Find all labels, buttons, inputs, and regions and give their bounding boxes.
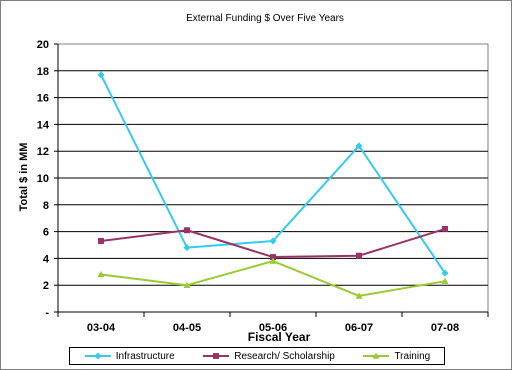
x-tick-label: 03-04	[87, 322, 116, 334]
series-line	[101, 261, 445, 296]
legend-item: Infrastructure	[84, 351, 175, 362]
y-tick-label: 14	[37, 119, 50, 131]
x-tick-label: 04-05	[173, 322, 201, 334]
data-point	[356, 253, 362, 259]
series-0	[98, 71, 449, 276]
legend-item: Research/ Scholarship	[202, 351, 335, 362]
legend-label: Training	[394, 351, 430, 362]
legend-marker	[94, 353, 101, 360]
y-tick-label: 20	[37, 39, 49, 51]
data-point	[184, 244, 191, 251]
legend-label: Infrastructure	[116, 351, 175, 362]
line-chart: External Funding $ Over Five Years - 2 4 6 8…	[1, 1, 511, 346]
x-axis-label: Fiscal Year	[248, 330, 311, 344]
y-tick-label: 4	[43, 253, 50, 265]
y-tick-label: 16	[37, 93, 49, 105]
y-tick-label: 6	[43, 227, 49, 239]
legend: Infrastructure Research/ Scholarship Train…	[69, 347, 445, 365]
y-axis-label: Total $ in MM	[18, 143, 30, 212]
grid	[58, 44, 488, 312]
y-tick-label: 12	[37, 146, 49, 158]
series-layer	[98, 71, 449, 298]
y-tick-label: 18	[37, 66, 49, 78]
legend-swatch	[84, 351, 112, 361]
data-point	[98, 238, 104, 244]
y-tick-label: 8	[43, 200, 49, 212]
legend-label: Research/ Scholarship	[234, 351, 335, 362]
data-point	[98, 71, 105, 78]
x-tick-label: 06-07	[345, 322, 373, 334]
legend-marker	[213, 353, 219, 359]
series-2	[98, 258, 449, 299]
legend-swatch	[362, 351, 390, 361]
y-tick-label: 10	[37, 173, 49, 185]
y-tick-label: -	[45, 307, 49, 319]
y-tick-label: 2	[43, 280, 49, 292]
data-point	[184, 227, 190, 233]
x-tick-label: 07-08	[431, 322, 459, 334]
data-point	[442, 226, 448, 232]
chart-title: External Funding $ Over Five Years	[186, 13, 344, 24]
legend-swatch	[202, 351, 230, 361]
legend-item: Training	[362, 351, 430, 362]
